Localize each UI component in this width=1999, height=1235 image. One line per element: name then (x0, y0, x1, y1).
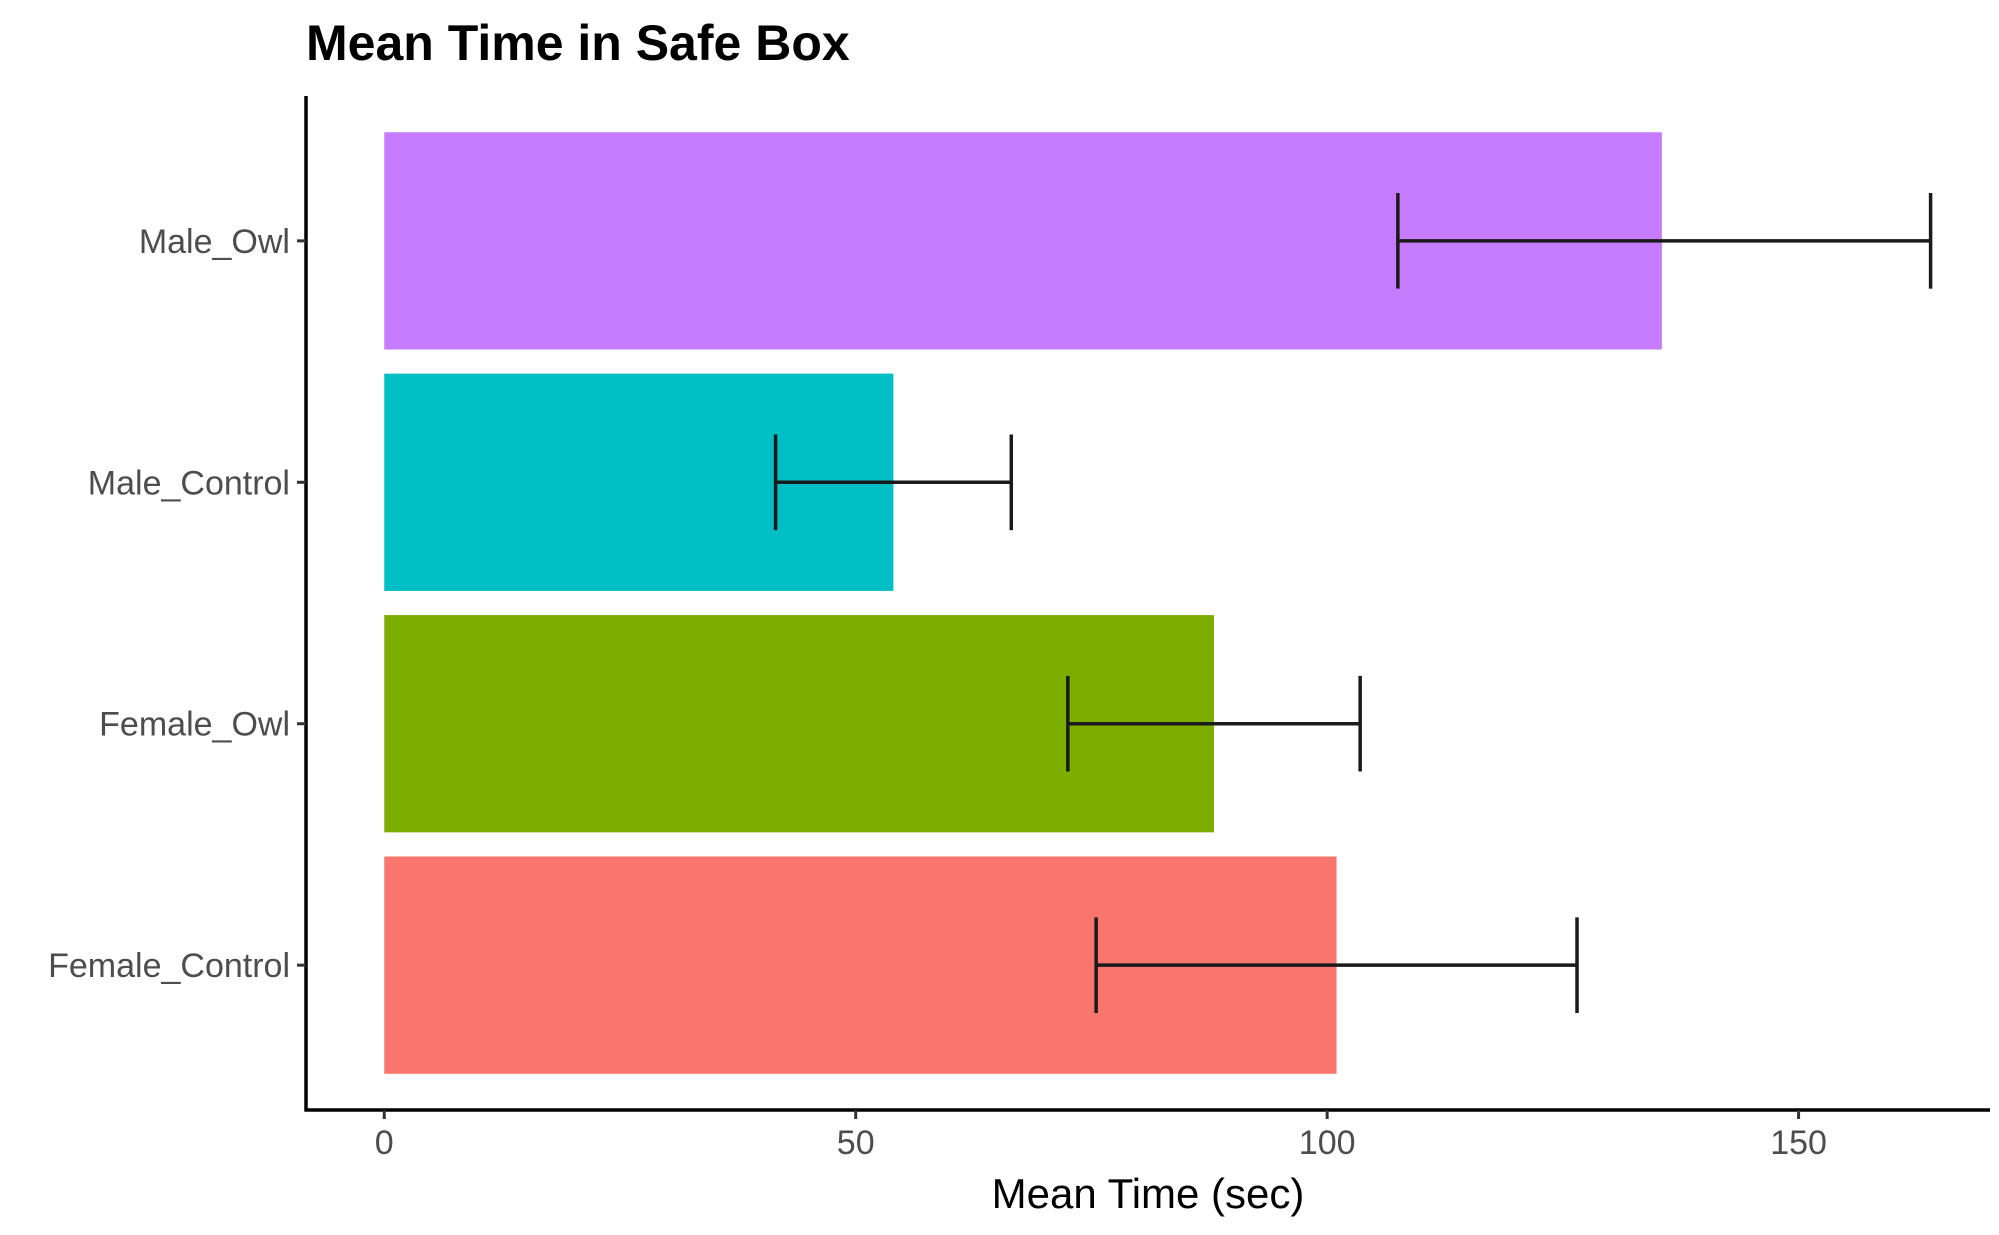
bars-group (384, 132, 1662, 1074)
error-bar-male-control (773, 434, 1014, 531)
x-axis-title: Mean Time (sec) (992, 1170, 1305, 1217)
y-tick-label: Female_Owl (99, 706, 290, 744)
y-tick-label: Female_Control (48, 947, 290, 985)
x-tick-label: 100 (1299, 1124, 1356, 1162)
chart-title: Mean Time in Safe Box (306, 15, 850, 71)
y-axis-ticks: Female_Control Female_Owl Male_Control Male… (48, 223, 306, 985)
y-tick-label: Male_Control (88, 464, 290, 502)
x-axis-ticks: 0 50 100 150 (375, 1110, 1827, 1162)
y-tick-label: Male_Owl (139, 223, 290, 261)
x-tick-label: 150 (1770, 1124, 1827, 1162)
error-bar-female-owl (1066, 675, 1362, 772)
x-tick-label: 0 (375, 1124, 394, 1162)
error-bars-group (773, 193, 1933, 1013)
error-bar-male-owl (1396, 193, 1933, 289)
x-tick-label: 50 (837, 1124, 875, 1162)
error-bar-female-control (1094, 917, 1579, 1013)
